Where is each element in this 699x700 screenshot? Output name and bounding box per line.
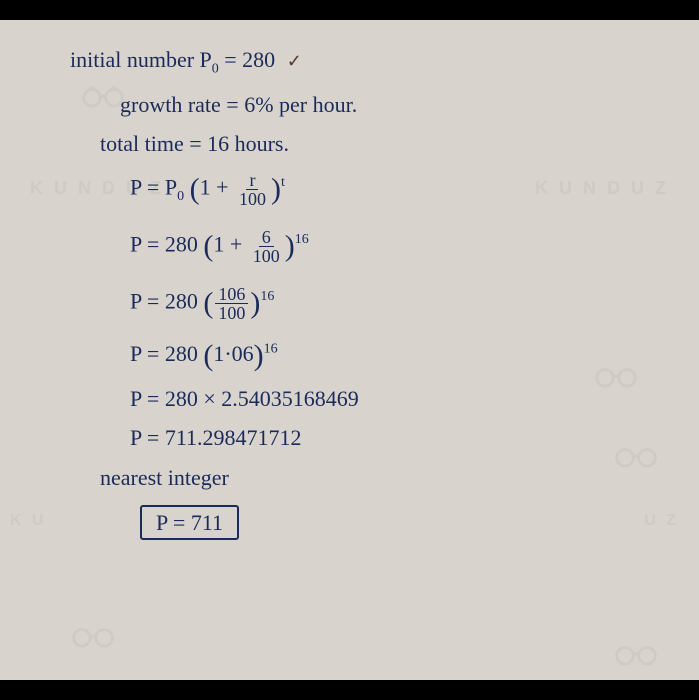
superscript: 16 (295, 232, 309, 247)
text: P = 280 × 2.54035168469 (130, 386, 359, 411)
line-result: P = 711.298471712 (70, 426, 659, 449)
paren-close: ) (271, 173, 281, 206)
line-total-time: total time = 16 hours. (70, 132, 659, 155)
text: 1 + (200, 175, 234, 200)
line-multiply: P = 280 × 2.54035168469 (70, 387, 659, 410)
watermark-text: K U (10, 512, 47, 530)
line-final-answer: P = 711 (70, 505, 659, 540)
subscript: 0 (212, 61, 219, 76)
line-formula: P = P0 (1 + r100)t (70, 171, 659, 208)
line-simplify-1: P = 280 (106100)16 (70, 285, 659, 322)
text: nearest integer (100, 465, 229, 490)
answer-box: P = 711 (140, 505, 239, 540)
text: P = 280 (130, 232, 198, 257)
text: 1 + (213, 232, 247, 257)
fraction: 6100 (250, 228, 283, 265)
check-icon: ✓ (287, 51, 302, 71)
paren-open: ( (203, 230, 213, 263)
text: = 280 (219, 47, 275, 72)
line-substitution: P = 280 (1 + 6100)16 (70, 228, 659, 265)
superscript: 16 (260, 289, 274, 304)
text: total time = 16 hours. (100, 131, 289, 156)
superscript: 16 (264, 342, 278, 357)
line-simplify-2: P = 280 (1·06)16 (70, 342, 659, 365)
text: 1·06 (213, 341, 253, 366)
glasses-icon (613, 638, 659, 668)
fraction: 106100 (215, 285, 248, 322)
subscript: 0 (177, 189, 184, 204)
line-growth-rate: growth rate = 6% per hour. (70, 93, 659, 116)
glasses-icon (70, 620, 116, 650)
line-nearest-integer: nearest integer (70, 466, 659, 489)
superscript: t (281, 175, 285, 190)
paren-open: ( (203, 287, 213, 320)
text: P = 280 (130, 289, 203, 314)
text: P = 280 (130, 341, 203, 366)
paren-close: ) (254, 339, 264, 372)
text: P = P (130, 175, 177, 200)
line-initial-number: initial number P0 = 280 ✓ (70, 48, 659, 77)
paper-sheet: K U N D U Z K U N D U Z K U U Z initial … (0, 20, 699, 680)
text: P = 711.298471712 (130, 425, 302, 450)
text: growth rate = 6% per hour. (120, 92, 357, 117)
text: P = 711 (156, 510, 223, 535)
paren-open: ( (190, 173, 200, 206)
fraction: r100 (236, 171, 269, 208)
paren-open: ( (203, 339, 213, 372)
paren-close: ) (250, 287, 260, 320)
paren-close: ) (285, 230, 295, 263)
text: initial number P (70, 47, 212, 72)
